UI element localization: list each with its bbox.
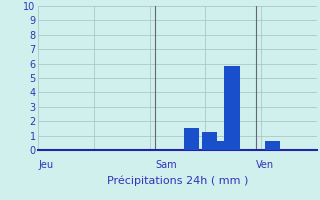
Bar [265, 141, 280, 150]
Text: Jeu: Jeu [38, 160, 53, 170]
Text: Ven: Ven [256, 160, 274, 170]
Bar [202, 132, 217, 150]
Bar [184, 128, 199, 150]
Text: Sam: Sam [155, 160, 177, 170]
Text: Précipitations 24h ( mm ): Précipitations 24h ( mm ) [107, 176, 248, 186]
Bar [213, 141, 228, 150]
Bar [224, 66, 240, 150]
